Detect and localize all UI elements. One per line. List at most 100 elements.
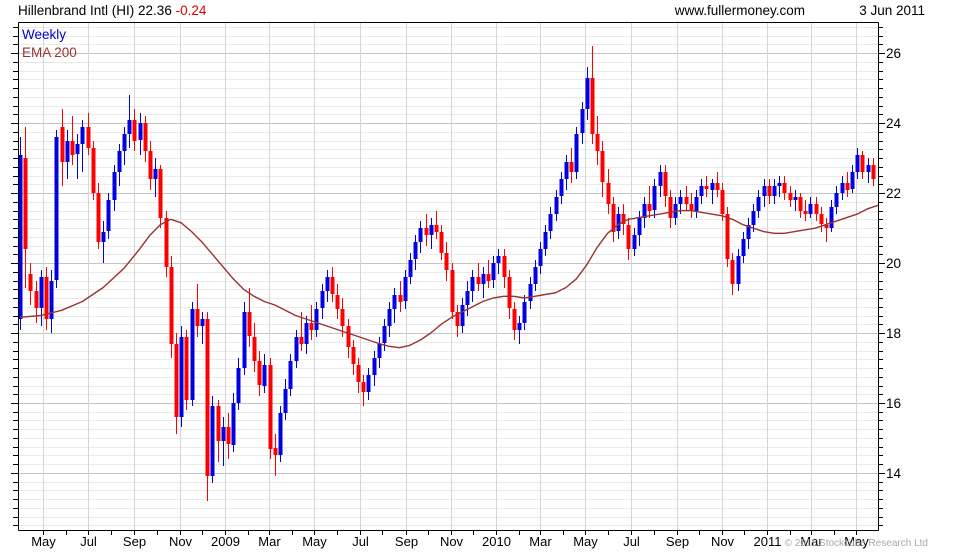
candle [476, 263, 481, 291]
candle [231, 393, 236, 452]
candle [699, 179, 704, 204]
candle [850, 165, 855, 193]
candle [694, 190, 699, 218]
x-axis-label: Nov [711, 534, 735, 549]
candle [616, 207, 621, 239]
candle [855, 148, 860, 179]
candle [548, 207, 553, 239]
candle [221, 417, 226, 466]
candle [814, 197, 819, 221]
candle [554, 190, 559, 221]
candle [756, 190, 761, 218]
candle [184, 330, 189, 410]
candle [28, 263, 33, 305]
x-axis-label: Jul [623, 534, 640, 549]
candle [106, 193, 111, 239]
candle [65, 130, 70, 179]
candle [772, 179, 777, 204]
candle [340, 298, 345, 337]
candle [309, 305, 314, 340]
candle [44, 267, 49, 330]
candle [361, 375, 366, 406]
candle [398, 281, 403, 312]
candle [314, 302, 319, 337]
x-axis-label: May [844, 534, 869, 549]
y-axis-label: 26 [886, 46, 901, 61]
candle [642, 197, 647, 228]
candle [663, 165, 668, 207]
candle [684, 186, 689, 211]
candle [600, 141, 605, 197]
candle [450, 263, 455, 319]
candle [268, 358, 273, 459]
candle [590, 46, 595, 144]
candle [252, 323, 257, 372]
instrument-title-text: Hillenbrand Intl (HI) 22.36 [18, 3, 172, 18]
candle [372, 351, 377, 386]
candle [49, 270, 54, 333]
candle [767, 179, 772, 204]
candle [507, 270, 512, 319]
candle [226, 413, 231, 459]
candle [762, 179, 767, 207]
candle [158, 165, 163, 228]
candle [559, 172, 564, 204]
candle [455, 305, 460, 337]
candle [626, 218, 631, 260]
candle [528, 277, 533, 309]
x-axis-label: 2010 [482, 534, 511, 549]
candle [632, 228, 637, 256]
candle [782, 176, 787, 200]
candle [595, 116, 600, 165]
candle [190, 302, 195, 406]
x-axis-label: Jul [80, 534, 97, 549]
candle [257, 351, 262, 396]
x-axis-label: Jul [352, 534, 369, 549]
x-axis-label: Mar [529, 534, 552, 549]
candle [512, 302, 517, 340]
candle [91, 141, 96, 200]
candle [429, 218, 434, 249]
candle [517, 316, 522, 344]
candle [418, 221, 423, 253]
candle [86, 113, 91, 155]
candle [522, 295, 527, 330]
candle [637, 211, 642, 246]
axes-frame [18, 22, 879, 531]
candle [486, 260, 491, 288]
candle [138, 113, 143, 155]
x-axis-label: Nov [440, 534, 464, 549]
candle [793, 190, 798, 211]
candle [611, 197, 616, 242]
candle [621, 204, 626, 235]
candle [720, 183, 725, 221]
candle [366, 368, 371, 400]
candle [330, 267, 335, 302]
candle [75, 134, 80, 179]
candle [606, 169, 611, 214]
candle [195, 284, 200, 337]
candle [824, 218, 829, 242]
legend-ema: EMA 200 [22, 45, 77, 60]
candle [788, 186, 793, 207]
candle [543, 225, 548, 256]
candle [725, 207, 730, 267]
candle [496, 249, 501, 274]
ema-line-layer [19, 204, 879, 349]
y-axis-label: 22 [886, 186, 901, 201]
candle [242, 302, 247, 375]
candle [80, 120, 85, 172]
copyright-notice: © 2011 Stockcube Research Ltd [784, 538, 928, 549]
candle [403, 270, 408, 309]
candle [101, 221, 106, 263]
candle [465, 281, 470, 316]
candle [153, 158, 158, 197]
candle [470, 270, 475, 302]
candle [840, 176, 845, 200]
candle [247, 288, 252, 347]
candle [413, 235, 418, 270]
candle [174, 333, 179, 434]
candle [169, 256, 174, 358]
candle [533, 260, 538, 291]
